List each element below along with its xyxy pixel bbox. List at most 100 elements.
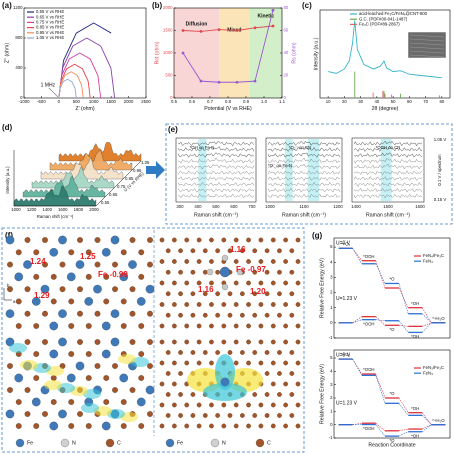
atom	[246, 323, 251, 329]
data-line	[58, 37, 116, 99]
atom	[101, 349, 111, 359]
spectrum	[267, 181, 341, 187]
level-connector	[352, 358, 363, 376]
atom	[258, 237, 264, 243]
z-tick-label: 0.55	[101, 200, 110, 205]
legend-atom	[15, 438, 25, 448]
x-tick-label: 1400	[351, 204, 361, 209]
atom	[15, 423, 22, 429]
atom	[138, 423, 145, 429]
atom	[283, 381, 288, 387]
y-axis-label: Rs (ohm)	[291, 42, 297, 64]
y-tick-label: 1000	[163, 50, 173, 55]
data-line	[58, 52, 102, 99]
atom	[233, 360, 239, 366]
y-tick-label: 500	[165, 73, 173, 78]
x-tick-label: 300	[176, 204, 184, 209]
level-connector	[422, 424, 432, 430]
atom	[138, 351, 145, 357]
atom	[295, 381, 301, 387]
atom	[5, 409, 15, 419]
x-axis-label: Z' (ohm)	[75, 106, 94, 112]
atom	[252, 413, 258, 418]
legend-atom	[105, 438, 115, 448]
bond-label: 1.20	[250, 287, 266, 296]
atom	[184, 280, 190, 286]
spectrum	[353, 193, 423, 199]
atom	[246, 360, 251, 366]
z-tick-label: 0.65	[109, 192, 118, 197]
spectrum	[177, 176, 255, 181]
x-tick-label: 1600	[58, 207, 68, 212]
atom	[40, 284, 50, 294]
atom	[240, 248, 245, 254]
atom	[221, 254, 229, 262]
atom	[270, 339, 276, 345]
tem-fringe	[409, 42, 445, 46]
window-frame	[351, 137, 425, 203]
plot-frame	[23, 7, 147, 99]
atom	[202, 312, 208, 318]
annotation: 1 MHz	[41, 82, 56, 88]
atom	[42, 411, 48, 417]
atom	[129, 387, 136, 393]
atom	[128, 260, 137, 269]
legend-label: FeN₄	[423, 258, 433, 263]
atom	[233, 280, 239, 286]
atom	[221, 302, 227, 307]
bond-label: Fe -0.99	[98, 270, 128, 279]
level-connector	[398, 397, 409, 413]
charge-density	[44, 380, 62, 390]
atom	[77, 310, 83, 317]
step-label: *OOH	[363, 367, 374, 372]
x-tick-label: 40	[374, 99, 379, 104]
y-axis-label: Relative Free Energy (eV)	[319, 364, 325, 424]
atom	[93, 284, 102, 294]
legend-atom	[60, 438, 70, 448]
spectrum	[177, 141, 255, 147]
level-connector	[422, 322, 432, 327]
atom	[202, 269, 208, 275]
atom	[190, 269, 196, 275]
data-point	[217, 28, 221, 31]
atom	[295, 237, 301, 243]
highlight-band	[380, 139, 392, 201]
atom	[233, 237, 239, 243]
spectrum	[177, 170, 255, 175]
y-tick-label: 20	[284, 73, 289, 78]
x-tick-label: 0.9	[243, 99, 250, 104]
atom	[24, 237, 31, 243]
spectrum	[353, 145, 423, 152]
atom	[277, 248, 282, 254]
atom	[129, 310, 136, 317]
atom	[221, 323, 227, 329]
step-label: *OOH	[363, 426, 374, 431]
charge-density	[203, 383, 247, 401]
atom	[246, 402, 251, 408]
bond-label: 1.16	[230, 245, 246, 254]
y-tick-label: 800	[15, 35, 23, 40]
atom	[165, 269, 171, 275]
y-tick-label: 0	[20, 95, 23, 100]
data-line	[58, 63, 91, 99]
atom	[246, 259, 251, 264]
atom	[283, 259, 288, 264]
atom	[7, 261, 13, 268]
atom	[295, 323, 301, 329]
tem-fringe	[409, 54, 445, 58]
atom	[289, 248, 295, 254]
atom	[246, 339, 251, 345]
atom	[252, 269, 258, 275]
atom	[283, 280, 288, 286]
atom	[129, 237, 136, 243]
atom	[110, 309, 120, 319]
x-tick-label: -500	[37, 99, 46, 104]
atom	[15, 298, 22, 305]
tem-fringe	[409, 46, 445, 50]
x-tick-label: 0	[58, 99, 61, 104]
y-tick-label: 4	[330, 259, 333, 264]
atom	[112, 286, 118, 293]
atom	[289, 312, 295, 318]
atom	[165, 312, 171, 318]
legend-label: N	[72, 440, 76, 446]
